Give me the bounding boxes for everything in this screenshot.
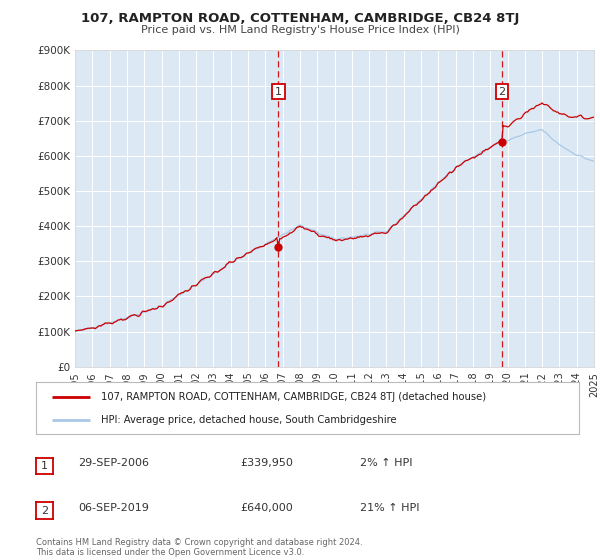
Text: £640,000: £640,000 <box>240 503 293 513</box>
Text: 2: 2 <box>41 506 48 516</box>
Text: 06-SEP-2019: 06-SEP-2019 <box>78 503 149 513</box>
Text: 2% ↑ HPI: 2% ↑ HPI <box>360 458 413 468</box>
Text: 1: 1 <box>41 461 48 471</box>
Text: 2: 2 <box>499 87 506 96</box>
Text: £339,950: £339,950 <box>240 458 293 468</box>
Text: 107, RAMPTON ROAD, COTTENHAM, CAMBRIDGE, CB24 8TJ (detached house): 107, RAMPTON ROAD, COTTENHAM, CAMBRIDGE,… <box>101 392 486 402</box>
Text: This data is licensed under the Open Government Licence v3.0.: This data is licensed under the Open Gov… <box>36 548 304 557</box>
Text: 107, RAMPTON ROAD, COTTENHAM, CAMBRIDGE, CB24 8TJ: 107, RAMPTON ROAD, COTTENHAM, CAMBRIDGE,… <box>81 12 519 25</box>
Text: 1: 1 <box>275 87 282 96</box>
Text: 21% ↑ HPI: 21% ↑ HPI <box>360 503 419 513</box>
Text: 29-SEP-2006: 29-SEP-2006 <box>78 458 149 468</box>
Text: Contains HM Land Registry data © Crown copyright and database right 2024.: Contains HM Land Registry data © Crown c… <box>36 538 362 547</box>
Text: HPI: Average price, detached house, South Cambridgeshire: HPI: Average price, detached house, Sout… <box>101 414 397 424</box>
Text: Price paid vs. HM Land Registry's House Price Index (HPI): Price paid vs. HM Land Registry's House … <box>140 25 460 35</box>
